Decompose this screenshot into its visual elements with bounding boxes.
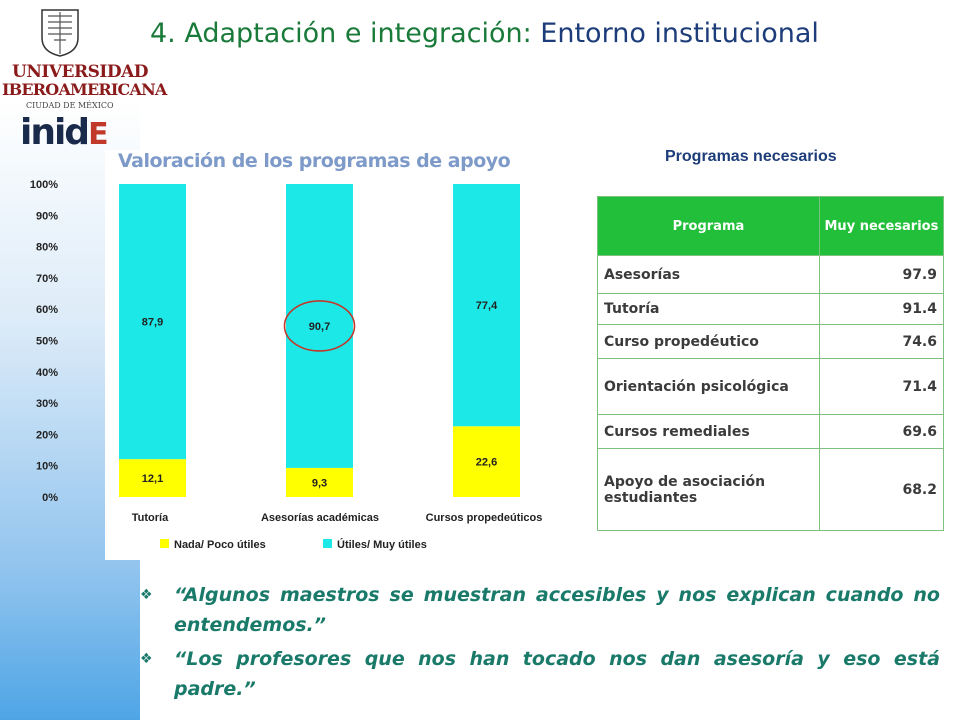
data-label: 9,3 <box>312 477 327 489</box>
university-name-line2: IBEROAMERICANA <box>2 80 167 99</box>
diamond-bullet-icon: ❖ <box>140 587 153 603</box>
table-cell-programa: Tutoría <box>597 293 820 325</box>
inide-logo: inidE <box>20 112 109 153</box>
highlight-circle <box>283 300 356 352</box>
slide-title: 4. Adaptación e integración: Entorno ins… <box>150 18 819 49</box>
table-cell-programa: Asesorías <box>597 255 820 294</box>
table-cell-valor: 69.6 <box>818 414 945 449</box>
y-tick-label: 70% <box>36 273 58 285</box>
y-tick-label: 80% <box>36 242 58 254</box>
table-header-row: Programa Muy necesarios <box>597 196 945 256</box>
table-row: Curso propedéutico 74.6 <box>597 324 945 359</box>
legend-swatch <box>323 539 332 548</box>
table-cell-valor: 91.4 <box>818 293 945 325</box>
bar-segment <box>453 184 520 427</box>
y-tick-label: 0% <box>42 492 58 504</box>
table-cell-programa: Orientación psicológica <box>597 358 820 415</box>
quotes-list: ❖ “Algunos maestros se muestran accesibl… <box>140 580 940 708</box>
x-tick-label: Cursos propedeúticos <box>426 512 543 524</box>
table-cell-programa: Cursos remediales <box>597 414 820 449</box>
university-name-line1: UNIVERSIDAD <box>12 62 149 82</box>
quote-item: ❖ “Algunos maestros se muestran accesibl… <box>140 580 940 640</box>
table-cell-valor: 97.9 <box>818 255 945 294</box>
slide-title-part2: Entorno institucional <box>531 18 819 49</box>
y-axis: 0% 10% 20% 30% 40% 50% 60% 70% 80% 90% 100% <box>30 179 58 504</box>
table-row: Asesorías 97.9 <box>597 255 945 294</box>
table-row: Cursos remediales 69.6 <box>597 414 945 449</box>
table-cell-valor: 71.4 <box>818 358 945 415</box>
y-tick-label: 40% <box>36 367 58 379</box>
y-tick-label: 20% <box>36 429 58 441</box>
table-cell-programa: Apoyo de asociación estudiantes <box>597 448 820 531</box>
y-tick-label: 90% <box>36 210 58 222</box>
y-tick-label: 30% <box>36 398 58 410</box>
x-axis: Tutoría Asesorías académicas Cursos proped… <box>132 512 543 524</box>
legend-label: Nada/ Poco útiles <box>174 539 266 551</box>
column-header-programa: Programa <box>597 196 820 256</box>
legend: Nada/ Poco útiles Útiles/ Muy útiles <box>160 538 427 551</box>
bar-segment <box>286 467 353 497</box>
table-cell-programa: Curso propedéutico <box>597 324 820 359</box>
y-tick-label: 50% <box>36 336 58 348</box>
table-cell-valor: 74.6 <box>818 324 945 359</box>
programs-table: Programa Muy necesarios Asesorías 97.9 T… <box>597 196 945 531</box>
table-row: Orientación psicológica 71.4 <box>597 358 945 415</box>
university-city: CIUDAD DE MÉXICO <box>26 101 114 110</box>
x-tick-label: Tutoría <box>132 512 169 524</box>
column-header-muy-necesarios: Muy necesarios <box>818 196 945 256</box>
y-tick-label: 10% <box>36 461 58 473</box>
chart-title: Valoración de los programas de apoyo <box>118 150 511 172</box>
data-label: 22,6 <box>476 457 497 469</box>
data-label: 87,9 <box>142 317 163 329</box>
y-tick-label: 60% <box>36 304 58 316</box>
table-title: Programas necesarios <box>665 148 837 165</box>
bar-segment <box>453 426 520 497</box>
inide-logo-main: inid <box>20 112 90 153</box>
table-row: Apoyo de asociación estudiantes 68.2 <box>597 448 945 531</box>
table-row: Tutoría 91.4 <box>597 293 945 325</box>
bar-segment <box>286 184 353 468</box>
bars-group: 12,1 87,9 9,3 90,7 22,6 77,4 <box>119 184 520 497</box>
slide-title-part1: 4. Adaptación e integración: <box>150 18 532 49</box>
legend-label: Útiles/ Muy útiles <box>337 538 427 551</box>
bar-segment <box>119 184 186 460</box>
quote-text: “Los profesores que nos han tocado nos d… <box>174 648 940 700</box>
y-tick-label: 100% <box>30 179 58 191</box>
bar-segment <box>119 459 186 497</box>
table-cell-valor: 68.2 <box>818 448 945 531</box>
data-label: 12,1 <box>142 473 163 485</box>
x-tick-label: Asesorías académicas <box>261 512 379 524</box>
legend-swatch <box>160 539 169 548</box>
quote-text: “Algunos maestros se muestran accesibles… <box>174 584 940 636</box>
quote-item: ❖ “Los profesores que nos han tocado nos… <box>140 644 940 704</box>
inide-logo-tail: E <box>88 117 108 152</box>
university-crest-icon <box>38 8 82 58</box>
data-label: 77,4 <box>476 300 498 312</box>
data-label: 90,7 <box>309 321 330 333</box>
diamond-bullet-icon: ❖ <box>140 651 153 667</box>
